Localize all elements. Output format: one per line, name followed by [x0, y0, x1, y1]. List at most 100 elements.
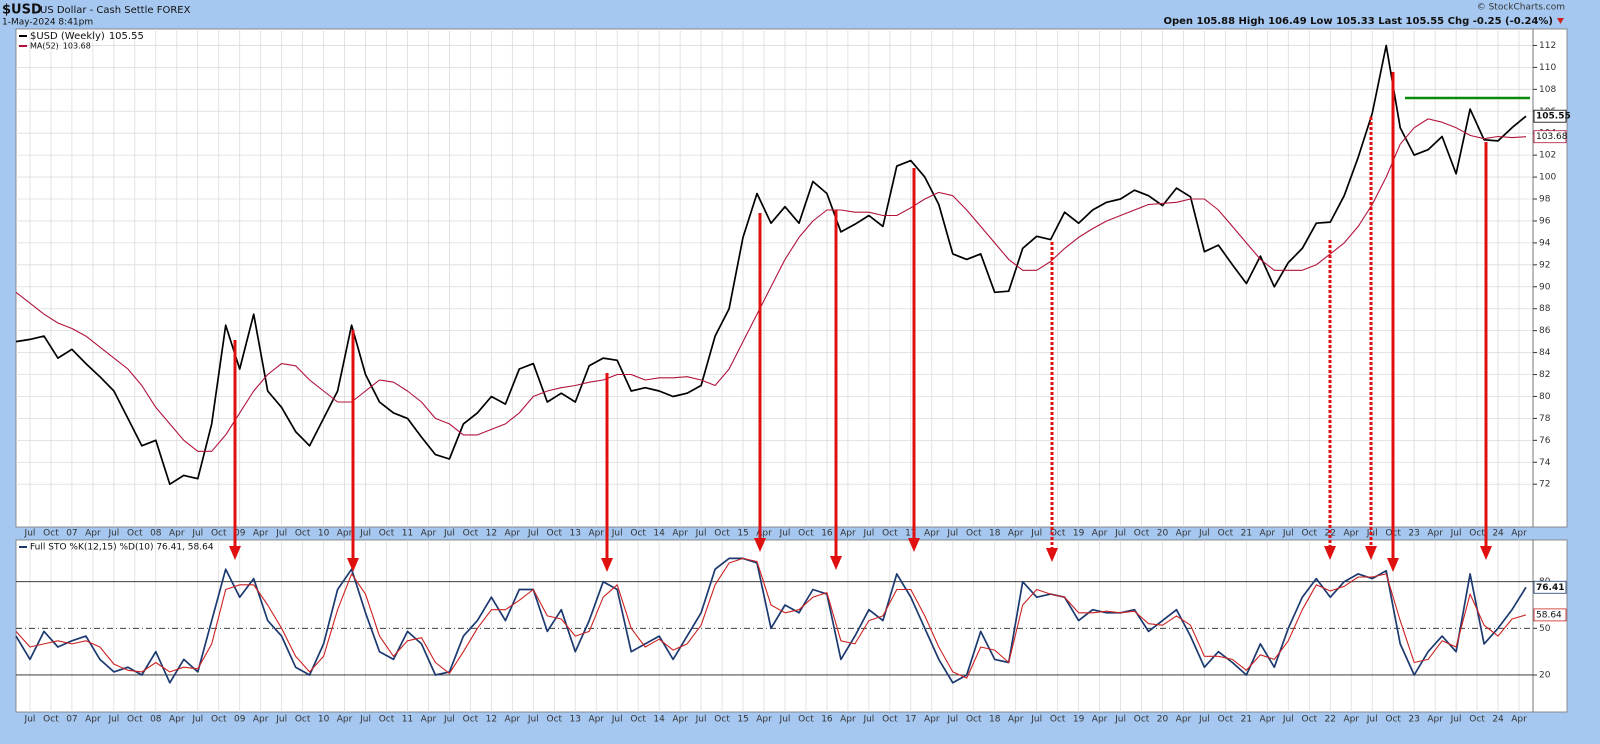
- x-tick-label: Jul: [191, 529, 203, 539]
- x-tick-label: 13: [570, 529, 581, 539]
- x-tick-label: Jul: [779, 715, 791, 725]
- x-tick-label: Jul: [443, 529, 455, 539]
- x-tick-label: Oct: [882, 715, 898, 725]
- x-tick-label: Apr: [85, 529, 101, 539]
- x-tick-label: Jul: [695, 715, 707, 725]
- x-tick-label: 10: [318, 529, 330, 539]
- x-tick-label: Jul: [1114, 715, 1126, 725]
- arrow-head: [1365, 546, 1377, 560]
- legend-label: $USD (Weekly): [30, 31, 105, 42]
- price-panel: [15, 28, 1568, 528]
- x-tick-label: Apr: [1176, 529, 1192, 539]
- x-tick-label: Oct: [1218, 529, 1234, 539]
- x-tick-label: Oct: [211, 529, 227, 539]
- x-tick-label: Oct: [295, 715, 311, 725]
- x-tick-label: Jul: [275, 715, 287, 725]
- x-tick-label: Jul: [946, 529, 958, 539]
- x-tick-label: Apr: [1260, 715, 1276, 725]
- x-tick-label: Apr: [756, 529, 772, 539]
- y-tick-label: 84: [1539, 348, 1551, 358]
- x-tick-label: Jul: [24, 715, 36, 725]
- x-tick-label: Jul: [779, 529, 791, 539]
- x-tick-label: Oct: [547, 715, 563, 725]
- x-tick-label: 09: [234, 715, 246, 725]
- annotations: [229, 72, 1492, 572]
- x-tick-label: 07: [66, 715, 77, 725]
- x-tick-label: Oct: [379, 529, 395, 539]
- x-tick-label: Apr: [1176, 715, 1192, 725]
- x-tick-label: 08: [150, 715, 162, 725]
- x-tick-label: Jul: [695, 529, 707, 539]
- x-tick-label: 14: [653, 529, 665, 539]
- x-tick-label: 07: [66, 529, 77, 539]
- x-tick-label: Oct: [1385, 715, 1401, 725]
- arrow-head: [1387, 558, 1399, 572]
- x-tick-label: Apr: [924, 715, 940, 725]
- x-tick-label: 17: [905, 715, 916, 725]
- x-tick-label: Oct: [714, 715, 730, 725]
- x-tick-label: 08: [150, 529, 162, 539]
- x-tick-label: Jul: [862, 715, 874, 725]
- x-tick-label: 13: [570, 715, 581, 725]
- y-tick-label: 88: [1539, 304, 1551, 314]
- arrow-head: [830, 556, 842, 570]
- x-tick-label: Oct: [1218, 715, 1234, 725]
- x-tick-label: Oct: [798, 715, 814, 725]
- x-tick-label: 15: [737, 529, 748, 539]
- x-tick-label: Oct: [127, 715, 143, 725]
- x-tick-label: Oct: [1302, 715, 1318, 725]
- instrument-name: US Dollar - Cash Settle FOREX: [40, 5, 191, 16]
- x-tick-label: Apr: [1427, 529, 1443, 539]
- x-tick-label: Oct: [547, 529, 563, 539]
- x-tick-label: Jul: [527, 715, 539, 725]
- last-value-label: 103.68: [1536, 132, 1568, 142]
- arrow-head: [229, 546, 241, 560]
- x-tick-label: Apr: [840, 529, 856, 539]
- y-tick-label: 108: [1539, 85, 1556, 95]
- last-value-box: [1533, 109, 1567, 123]
- y-tick-label: 72: [1539, 480, 1550, 490]
- x-tick-label: Apr: [1092, 715, 1108, 725]
- x-tick-label: Oct: [630, 529, 646, 539]
- x-tick-label: Jul: [611, 715, 623, 725]
- legend-value: 105.55: [109, 31, 144, 42]
- x-tick-label: 19: [1073, 715, 1085, 725]
- last-value-label: 105.55: [1536, 112, 1571, 122]
- x-tick-label: 18: [989, 529, 1001, 539]
- x-tick-label: Apr: [169, 529, 185, 539]
- x-tick-label: 12: [486, 715, 497, 725]
- x-tick-label: Oct: [714, 529, 730, 539]
- x-tick-label: Apr: [337, 715, 353, 725]
- x-tick-label: Oct: [127, 529, 143, 539]
- y-tick-label: 98: [1539, 195, 1551, 205]
- arrow-head: [347, 558, 359, 572]
- x-tick-label: Jul: [1198, 715, 1210, 725]
- x-tick-label: 22: [1325, 715, 1336, 725]
- x-tick-label: Oct: [379, 715, 395, 725]
- x-tick-label: 15: [737, 715, 748, 725]
- x-tick-label: 11: [402, 529, 413, 539]
- x-tick-label: Jul: [1282, 715, 1294, 725]
- x-tick-label: 11: [402, 715, 413, 725]
- x-tick-label: 16: [821, 529, 833, 539]
- y-tick-label: 50: [1539, 624, 1551, 634]
- series-line: [15, 557, 1527, 684]
- x-tick-label: Apr: [1511, 529, 1527, 539]
- x-tick-label: 14: [653, 715, 665, 725]
- y-tick-label: 92: [1539, 260, 1550, 270]
- x-tick-label: 21: [1241, 715, 1252, 725]
- last-value-box: [1533, 608, 1567, 622]
- x-tick-label: Jul: [1282, 529, 1294, 539]
- x-tick-label: Jul: [107, 715, 119, 725]
- x-tick-label: Oct: [1050, 529, 1066, 539]
- x-tick-label: Jul: [359, 715, 371, 725]
- credit: © StockCharts.com: [1477, 3, 1565, 13]
- x-tick-label: Apr: [840, 715, 856, 725]
- x-tick-label: 20: [1157, 529, 1169, 539]
- x-tick-label: Jul: [1030, 529, 1042, 539]
- x-tick-label: Apr: [253, 529, 269, 539]
- x-tick-label: Jul: [107, 529, 119, 539]
- x-tick-label: Jul: [191, 715, 203, 725]
